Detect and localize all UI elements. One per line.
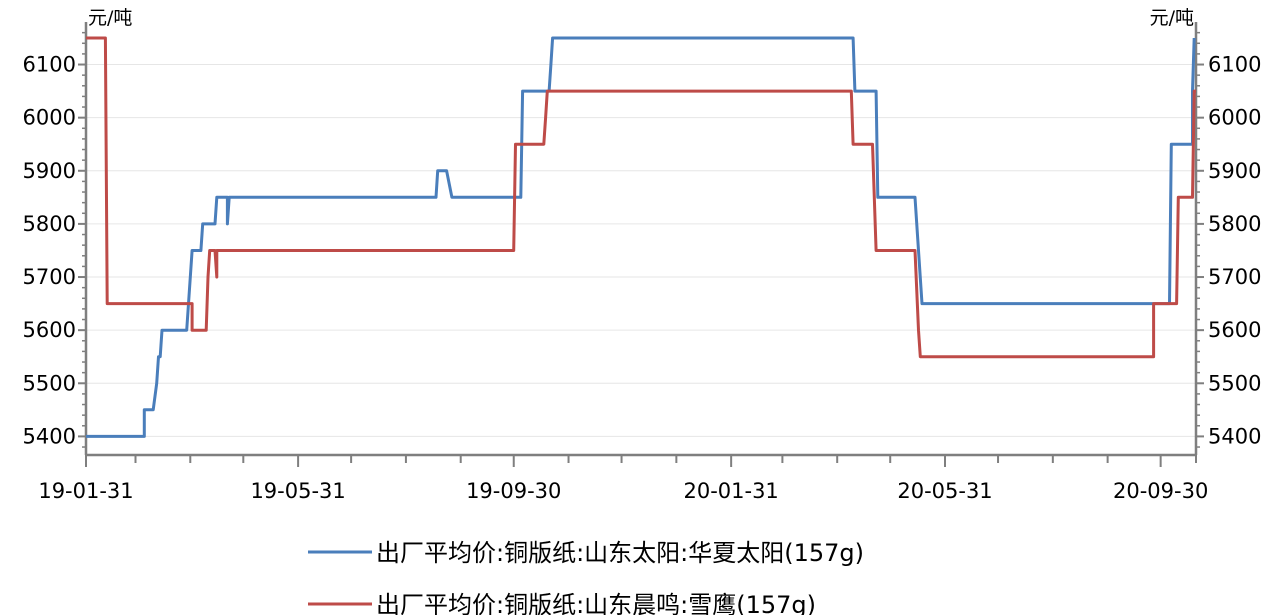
legend-label-2: 出厂平均价:铜版纸:山东晨鸣:雪鹰(157g) — [376, 591, 816, 615]
y-tick-label-left: 6100 — [23, 53, 76, 77]
y-tick-label-right: 5400 — [1208, 424, 1261, 448]
x-tick-label: 19-09-30 — [466, 479, 561, 503]
y-tick-label-left: 5500 — [23, 371, 76, 395]
legend: 出厂平均价:铜版纸:山东太阳:华夏太阳(157g) 出厂平均价:铜版纸:山东晨鸣:… — [308, 539, 864, 615]
x-tick-label: 20-09-30 — [1113, 479, 1208, 503]
y-unit-right: 元/吨 — [1150, 7, 1194, 29]
y-tick-label-left: 5800 — [23, 212, 76, 236]
y-tick-label-right: 5500 — [1208, 371, 1261, 395]
legend-label-1: 出厂平均价:铜版纸:山东太阳:华夏太阳(157g) — [376, 539, 864, 567]
y-tick-label-left: 6000 — [23, 106, 76, 130]
x-tick-label: 20-05-31 — [897, 479, 992, 503]
x-tick-label: 19-01-31 — [38, 479, 133, 503]
y-tick-label-left: 5900 — [23, 159, 76, 183]
series-line-2 — [86, 36, 1196, 359]
y-tick-label-right: 6100 — [1208, 53, 1261, 77]
series-lines — [86, 36, 1196, 438]
y-tick-label-right: 5600 — [1208, 318, 1261, 342]
y-unit-left: 元/吨 — [88, 7, 132, 29]
x-tick-label: 19-05-31 — [250, 479, 345, 503]
grid-lines — [86, 64, 1196, 437]
x-tick-label: 20-01-31 — [683, 479, 778, 503]
y-tick-label-right: 6000 — [1208, 106, 1261, 130]
y-tick-label-right: 5800 — [1208, 212, 1261, 236]
y-tick-label-right: 5700 — [1208, 265, 1261, 289]
series-line-1 — [86, 36, 1196, 438]
axis-ticks: 5400 5400 5500 5500 5600 5600 5700 5700 5800 5800… — [23, 31, 1261, 503]
y-tick-label-left: 5700 — [23, 265, 76, 289]
y-tick-label-left: 5600 — [23, 318, 76, 342]
y-tick-label-left: 5400 — [23, 424, 76, 448]
axes — [84, 22, 1198, 457]
y-tick-label-right: 5900 — [1208, 159, 1261, 183]
